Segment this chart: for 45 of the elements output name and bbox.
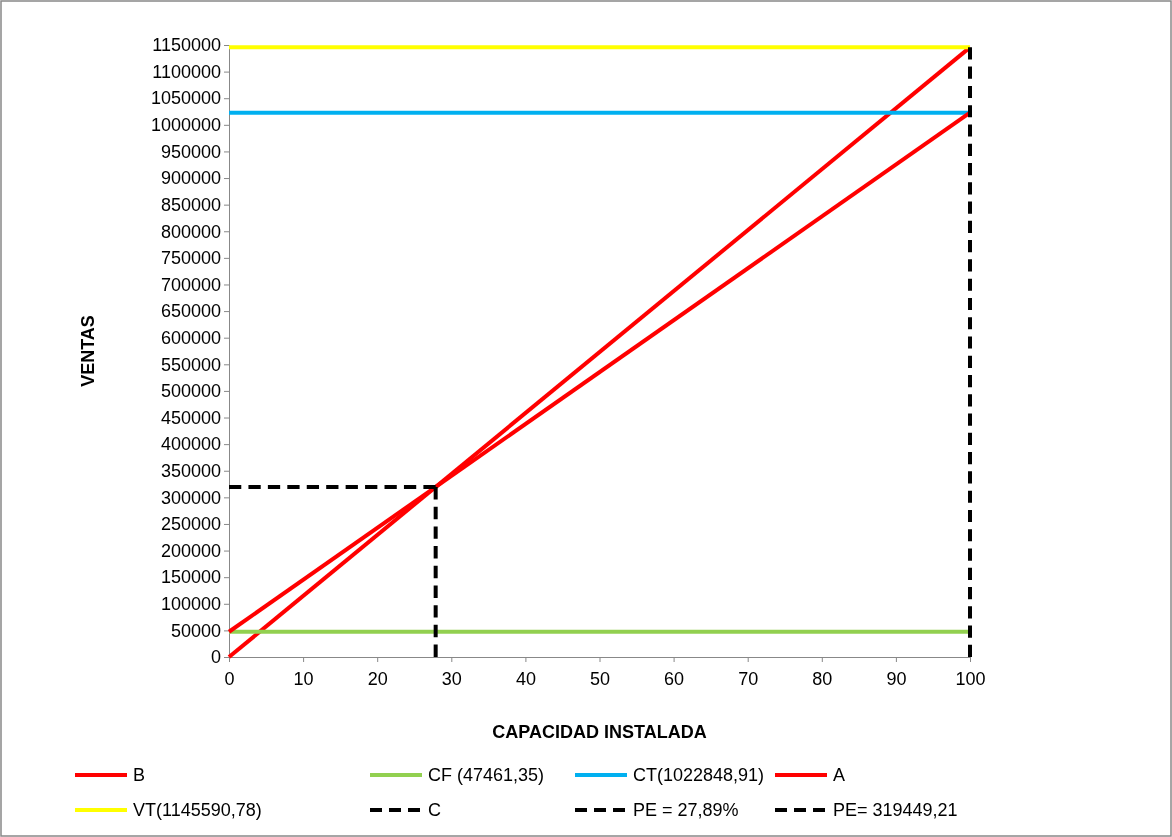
legend-label: CT(1022848,91): [633, 765, 765, 785]
legend-label: B: [133, 765, 146, 785]
y-axis-title: VENTAS: [78, 315, 98, 387]
y-tick-label: 500000: [160, 381, 221, 402]
x-tick-label: 100: [955, 668, 986, 689]
x-tick-label: 50: [589, 668, 611, 689]
y-tick-label: 350000: [160, 461, 221, 481]
y-tick-label: 100000: [160, 594, 221, 615]
legend-label: PE = 27,89%: [633, 800, 739, 820]
x-tick-label: 30: [441, 668, 462, 689]
y-tick-label: 1150000: [152, 35, 221, 56]
y-tick-label: 450000: [160, 407, 221, 428]
x-tick-label: 70: [738, 668, 759, 689]
legend-label: VT(1145590,78): [133, 800, 262, 820]
y-tick-label: 200000: [160, 540, 221, 561]
y-tick-label: 800000: [160, 221, 221, 242]
y-tick-label: 900000: [160, 168, 221, 189]
y-tick-label: 400000: [160, 434, 221, 455]
x-tick-label: 60: [664, 668, 685, 689]
legend-label: CF (47461,35): [428, 765, 545, 785]
y-tick-label: 850000: [160, 194, 221, 215]
x-tick-label: 80: [812, 668, 833, 689]
y-tick-label: 50000: [170, 620, 221, 641]
y-tick-label: 250000: [160, 514, 221, 535]
y-tick-label: 1050000: [150, 88, 221, 109]
legend-label: C: [428, 800, 441, 820]
y-tick-label: 650000: [160, 301, 221, 322]
y-tick-label: 750000: [160, 248, 221, 269]
x-tick-label: 0: [224, 668, 235, 689]
y-tick-label: 150000: [160, 567, 221, 588]
x-tick-label: 40: [515, 668, 536, 689]
y-tick-label: 600000: [160, 327, 221, 348]
y-tick-label: 950000: [160, 141, 221, 162]
legend-label: PE= 319449,21: [833, 800, 958, 820]
x-tick-label: 20: [367, 668, 388, 689]
y-tick-label: 1000000: [150, 115, 221, 136]
x-tick-label: 10: [293, 668, 314, 689]
y-tick-label: 700000: [160, 274, 221, 295]
y-tick-label: 550000: [160, 354, 221, 375]
legend-label: A: [833, 765, 846, 785]
y-tick-label: 1100000: [152, 61, 221, 82]
x-axis-title: CAPACIDAD INSTALADA: [492, 722, 707, 742]
y-tick-label: 0: [210, 647, 221, 668]
y-tick-label: 300000: [160, 487, 221, 508]
x-tick-label: 90: [886, 668, 907, 689]
